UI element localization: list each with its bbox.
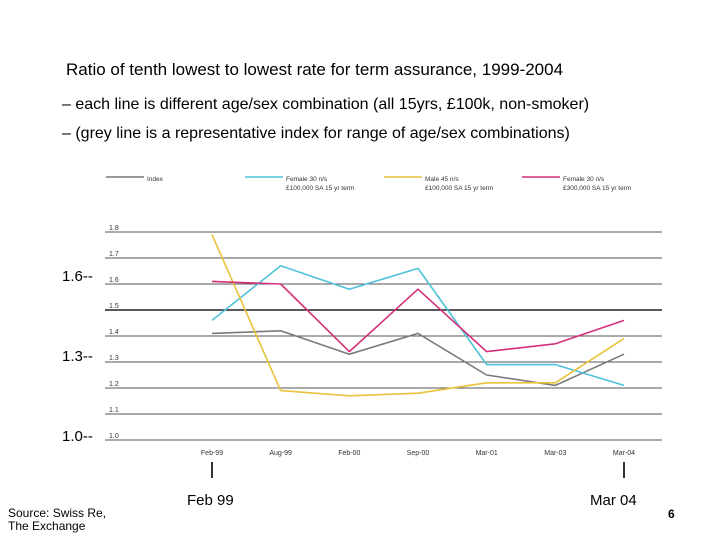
legend-label-line-2: £300,000 SA 15 yr term — [563, 185, 631, 192]
series-line — [211, 280, 625, 353]
source-line-1: Source: Swiss Re, — [8, 506, 107, 520]
legend-label: Index — [147, 176, 164, 183]
x-tick-labels: Feb-99 Aug-99 Feb-00 Sep-00 Mar-01 Mar-03 Mar-… — [201, 450, 635, 457]
period-marker-ticks — [211, 462, 625, 478]
y-tick-label: 1.8 — [109, 225, 119, 232]
series-line — [211, 329, 625, 387]
legend-label: Female 30 n/s — [286, 176, 328, 183]
big-tick-label-1-0: 1.0-- — [62, 428, 93, 445]
y-tick-label: 1.1 — [109, 407, 119, 414]
marker-label-feb99: Feb 99 — [187, 492, 234, 509]
y-tick-label: 1.2 — [109, 381, 119, 388]
x-tick-label: Feb-99 — [201, 450, 223, 457]
y-tick-labels: 1.8 1.7 1.6 1.5 1.4 1.3 1.2 1.1 1.0 — [109, 225, 119, 440]
series-line — [211, 234, 625, 397]
x-tick-label: Sep-00 — [407, 450, 430, 457]
x-tick-label: Mar-03 — [544, 450, 566, 457]
y-tick-label: 1.4 — [109, 329, 119, 336]
chart-series-lines — [211, 234, 625, 397]
legend-label: Male 45 n/s — [425, 176, 459, 183]
y-tick-label: 1.7 — [109, 251, 119, 258]
y-tick-label: 1.3 — [109, 355, 119, 362]
y-tick-label: 1.6 — [109, 277, 119, 284]
chart-title: Ratio of tenth lowest to lowest rate for… — [66, 60, 564, 79]
x-tick-label: Mar-01 — [476, 450, 498, 457]
big-tick-label-1-3: 1.3-- — [62, 348, 93, 365]
x-tick-label: Aug-99 — [269, 450, 292, 457]
legend-label-line-2: £100,000 SA 15 yr term — [425, 185, 493, 192]
source-line-2: The Exchange — [8, 519, 86, 533]
legend-label: Female 30 n/s — [563, 176, 605, 183]
chart-gridlines — [105, 231, 662, 441]
marker-label-mar04: Mar 04 — [590, 492, 637, 509]
chart-legend: Index Female 30 n/s £100,000 SA 15 yr term… — [106, 176, 631, 192]
chart-subtitle-2: – (grey line is a representative index f… — [62, 125, 570, 142]
x-tick-label: Mar-04 — [613, 450, 635, 457]
page-number: 6 — [668, 507, 675, 521]
y-tick-label: 1.0 — [109, 433, 119, 440]
chart-subtitle-1: – each line is different age/sex combina… — [62, 96, 590, 113]
x-tick-label: Feb-00 — [338, 450, 360, 457]
series-line — [211, 264, 625, 387]
legend-label-line-2: £100,000 SA 15 yr term — [286, 185, 354, 192]
big-tick-label-1-6: 1.6-- — [62, 268, 93, 285]
y-tick-label: 1.5 — [109, 303, 119, 310]
